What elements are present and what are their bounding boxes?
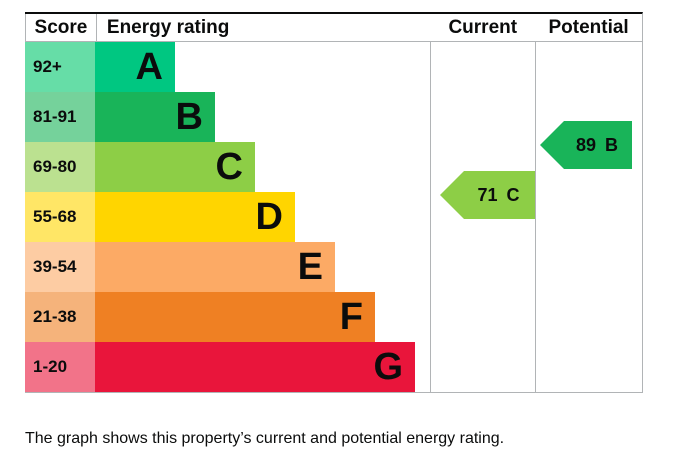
band-bar: G bbox=[95, 342, 415, 392]
band-row: 1-20 G bbox=[25, 342, 642, 392]
band-bar: A bbox=[95, 42, 175, 92]
header-potential: Potential bbox=[548, 16, 629, 38]
current-rating-value: 71 bbox=[477, 184, 498, 205]
score-cell: 21-38 bbox=[25, 292, 95, 342]
band-bar: F bbox=[95, 292, 375, 342]
band-row: 39-54 E bbox=[25, 242, 642, 292]
header-current: Current bbox=[448, 16, 518, 38]
band-bar: D bbox=[95, 192, 295, 242]
band-rows: 71 C 89 B 92+ A 81-91 B 69-80 C 55-68 D 39… bbox=[25, 42, 642, 392]
band-row: 55-68 D bbox=[25, 192, 642, 242]
score-cell: 1-20 bbox=[25, 342, 95, 392]
band-bar: E bbox=[95, 242, 335, 292]
epc-rating-chart: Score Energy rating Current Potential 71… bbox=[25, 12, 643, 393]
score-cell: 39-54 bbox=[25, 242, 95, 292]
current-rating-band: C bbox=[506, 184, 520, 205]
band-bar: C bbox=[95, 142, 255, 192]
header-energy-rating: Energy rating bbox=[95, 14, 430, 41]
current-column-divider bbox=[430, 42, 431, 392]
header-score: Score bbox=[34, 16, 88, 38]
band-row: 21-38 F bbox=[25, 292, 642, 342]
score-cell: 55-68 bbox=[25, 192, 95, 242]
band-row: 69-80 C bbox=[25, 142, 642, 192]
potential-column-divider bbox=[535, 42, 536, 392]
score-cell: 92+ bbox=[25, 42, 95, 92]
band-row: 81-91 B bbox=[25, 92, 642, 142]
potential-rating-band: B bbox=[605, 134, 619, 155]
potential-rating-value: 89 bbox=[575, 134, 597, 155]
score-cell: 69-80 bbox=[25, 142, 95, 192]
score-cell: 81-91 bbox=[25, 92, 95, 142]
band-row: 92+ A bbox=[25, 42, 642, 92]
chart-caption: The graph shows this property’s current … bbox=[25, 430, 505, 447]
band-bar: B bbox=[95, 92, 215, 142]
chart-header-row: Score Energy rating Current Potential bbox=[25, 14, 642, 42]
